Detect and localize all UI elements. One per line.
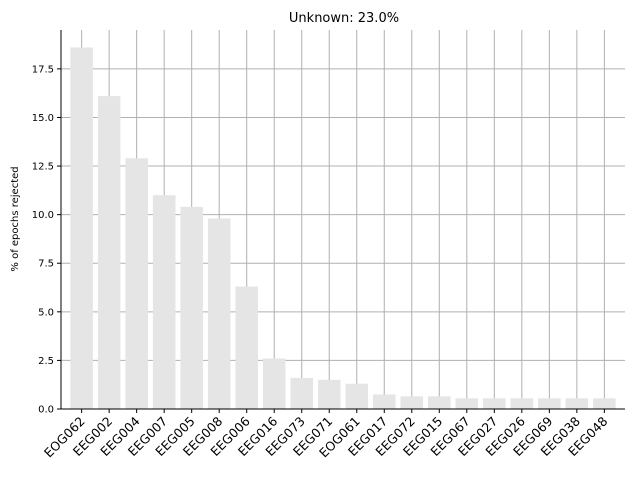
bar <box>70 47 93 409</box>
y-tick-label: 2.5 <box>38 356 54 367</box>
bar <box>345 383 369 409</box>
axes <box>60 30 625 410</box>
y-tick-label: 12.5 <box>32 162 54 173</box>
bar <box>125 158 148 409</box>
bar <box>207 218 231 409</box>
bar <box>317 379 341 409</box>
y-ticks: 0.0 2.5 5.0 7.5 10.0 12.5 15.0 17.5 <box>32 64 61 416</box>
y-tick-label: 5.0 <box>38 307 54 318</box>
bars <box>70 47 616 409</box>
bar <box>152 195 176 409</box>
bar <box>372 394 396 409</box>
bar <box>400 396 424 409</box>
bar <box>483 398 506 409</box>
y-tick-label: 7.5 <box>38 259 54 270</box>
x-ticks: EOG062EEG002EEG004EEG007EEG005EEG008EEG0… <box>41 409 611 460</box>
bar <box>97 96 121 409</box>
bar <box>262 358 286 409</box>
bar <box>538 398 561 409</box>
y-axis-label: % of epochs rejected <box>10 166 21 271</box>
bar <box>455 398 479 409</box>
bar <box>593 398 616 409</box>
y-tick-label: 10.0 <box>32 210 54 221</box>
bar <box>428 396 451 409</box>
bar <box>290 377 314 409</box>
bar <box>180 206 203 409</box>
bar <box>510 398 534 409</box>
y-tick-label: 0.0 <box>38 405 54 416</box>
y-tick-label: 17.5 <box>32 64 54 75</box>
bar <box>565 398 589 409</box>
chart-title: Unknown: 23.0% <box>289 11 399 26</box>
y-tick-label: 15.0 <box>32 113 54 124</box>
bar <box>235 286 258 409</box>
